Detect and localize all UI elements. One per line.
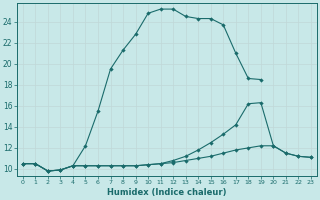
- X-axis label: Humidex (Indice chaleur): Humidex (Indice chaleur): [107, 188, 227, 197]
